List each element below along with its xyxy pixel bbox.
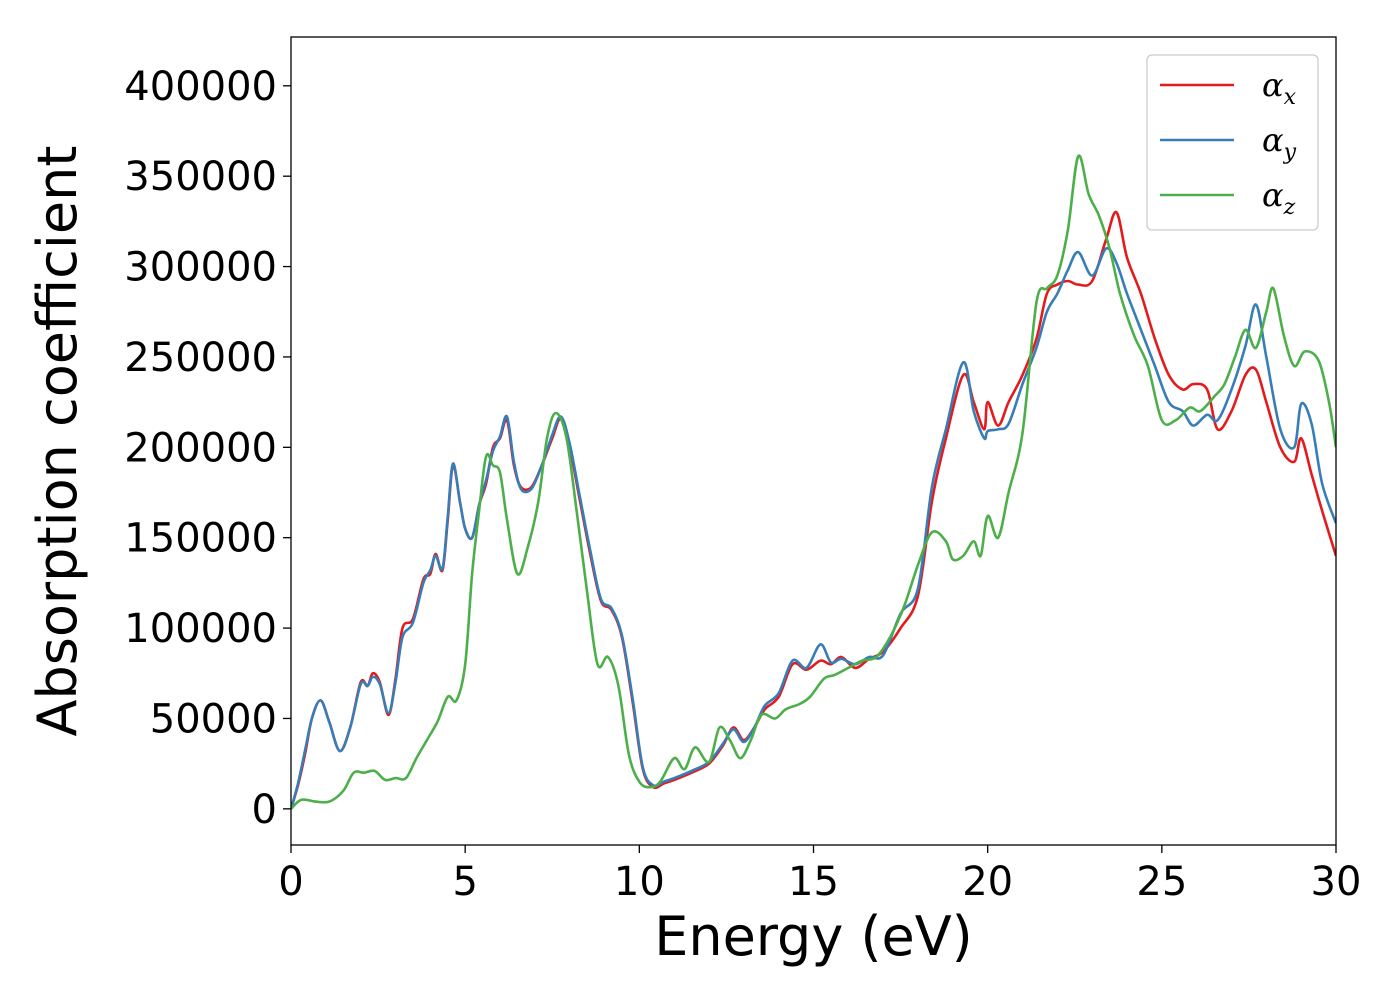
y-tick-label: 200000 — [124, 425, 277, 471]
series-line-y — [291, 246, 1336, 810]
x-tick-label: 20 — [962, 859, 1013, 905]
legend-label-x: αx — [1262, 66, 1297, 110]
legend-label-z: αz — [1262, 176, 1296, 220]
y-tick-label: 250000 — [124, 335, 277, 381]
series-line-z — [291, 154, 1336, 810]
y-axis-title: Absorption coefficient — [26, 146, 89, 737]
legend-label-y: αy — [1262, 121, 1297, 165]
y-tick-label: 400000 — [124, 64, 277, 110]
x-axis-title: Energy (eV) — [654, 905, 973, 968]
x-tick-label: 25 — [1136, 859, 1187, 905]
y-tick-label: 350000 — [124, 154, 277, 200]
y-tick-label: 150000 — [124, 516, 277, 562]
series-layer — [291, 154, 1336, 810]
y-axis-ticks: 0 50000 100000 150000 200000 250000 300000 3500… — [124, 64, 291, 833]
x-tick-label: 0 — [278, 859, 303, 905]
y-tick-label: 100000 — [124, 606, 277, 652]
legend-box — [1146, 54, 1319, 231]
x-tick-label: 5 — [452, 859, 477, 905]
y-tick-label: 0 — [252, 787, 277, 833]
y-tick-label: 300000 — [124, 245, 277, 291]
legend: αx αy αz — [1146, 54, 1319, 231]
x-tick-label: 15 — [788, 859, 839, 905]
x-tick-label: 10 — [614, 859, 665, 905]
x-axis-ticks: 0 5 10 15 20 25 30 — [278, 845, 1361, 905]
x-tick-label: 30 — [1311, 859, 1362, 905]
y-tick-label: 50000 — [150, 696, 277, 742]
